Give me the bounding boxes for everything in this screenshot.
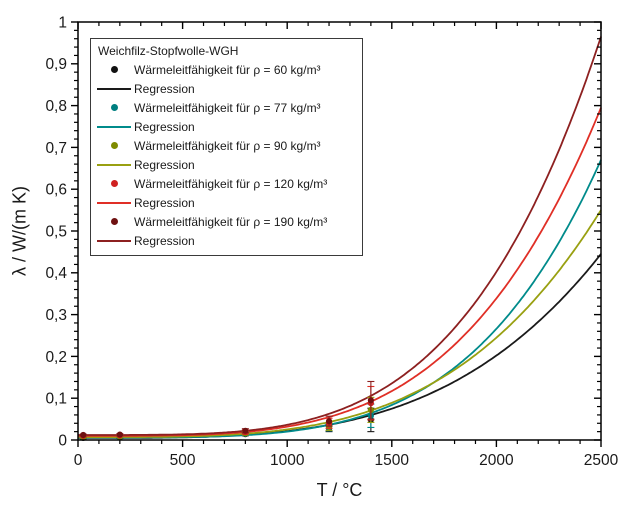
y-tick-label: 0,4 [45,265,67,282]
legend-label: Wärmeleitfähigkeit für ρ = 190 kg/m³ [134,214,328,229]
legend-line-rho-190-icon [96,239,132,242]
x-tick-label: 2000 [479,452,514,469]
legend-label: Regression [134,119,195,134]
legend-marker-rho-60-icon [96,66,132,73]
legend-entry-scatter-rho-90: Wärmeleitfähigkeit für ρ = 90 kg/m³ [96,136,358,155]
y-tick-label: 0,8 [45,98,67,115]
legend-entry-line-rho-77: Regression [96,117,358,136]
data-point-rho-190 [325,418,333,425]
legend-marker-rho-120-icon [96,180,132,187]
legend-marker-rho-77-icon [96,104,132,111]
legend-marker-rho-90-icon [96,142,132,149]
legend-label: Regression [134,195,195,210]
legend-line-rho-77-icon [96,125,132,128]
legend-line-rho-60-icon [96,87,132,90]
legend-line-rho-120-icon [96,201,132,204]
legend-label: Regression [134,157,195,172]
legend-entry-scatter-rho-60: Wärmeleitfähigkeit für ρ = 60 kg/m³ [96,60,358,79]
x-tick-label: 0 [74,452,83,469]
y-tick-label: 0,1 [45,391,67,408]
legend-entry-scatter-rho-190: Wärmeleitfähigkeit für ρ = 190 kg/m³ [96,212,358,231]
y-tick-label: 0,9 [45,56,67,73]
legend-label: Regression [134,81,195,96]
y-tick-label: 0,6 [45,182,67,199]
legend-box: Weichfilz-Stopfwolle-WGH Wärmeleitfähigk… [90,38,363,256]
y-tick-label: 0,2 [45,349,67,366]
legend-entries: Wärmeleitfähigkeit für ρ = 60 kg/m³ Regre… [96,60,358,250]
legend-entry-scatter-rho-77: Wärmeleitfähigkeit für ρ = 77 kg/m³ [96,98,358,117]
y-tick-label: 1 [58,14,67,31]
x-tick-label: 1500 [375,452,410,469]
regression-line-rho-190 [78,36,602,436]
data-point-rho-190 [116,431,123,438]
legend-label: Wärmeleitfähigkeit für ρ = 60 kg/m³ [134,62,321,77]
x-axis-title: T / °C [316,480,363,500]
legend-entry-line-rho-190: Regression [96,231,358,250]
y-tick-label: 0,7 [45,140,67,157]
legend-entry-line-rho-60: Regression [96,79,358,98]
legend-label: Wärmeleitfähigkeit für ρ = 120 kg/m³ [134,176,328,191]
legend-entry-line-rho-120: Regression [96,193,358,212]
y-tick-label: 0,5 [45,223,67,240]
data-point-rho-190 [242,427,249,434]
y-tick-label: 0 [58,432,67,449]
legend-label: Wärmeleitfähigkeit für ρ = 90 kg/m³ [134,138,321,153]
legend-entry-line-rho-90: Regression [96,155,358,174]
x-tick-label: 500 [170,452,196,469]
legend-title: Weichfilz-Stopfwolle-WGH [98,44,239,58]
x-tick-label: 1000 [270,452,305,469]
legend-line-rho-90-icon [96,163,132,166]
data-point-rho-190 [80,431,87,439]
y-axis-title: λ / W/(m K) [9,186,30,276]
x-tick-label: 2500 [584,452,619,469]
regression-line-rho-90 [78,209,602,439]
legend-label: Regression [134,233,195,248]
data-point-rho-190 [367,397,374,404]
legend-marker-rho-190-icon [96,218,132,225]
legend-entry-scatter-rho-120: Wärmeleitfähigkeit für ρ = 120 kg/m³ [96,174,358,193]
y-tick-label: 0,3 [45,307,67,324]
legend-label: Wärmeleitfähigkeit für ρ = 77 kg/m³ [134,100,321,115]
